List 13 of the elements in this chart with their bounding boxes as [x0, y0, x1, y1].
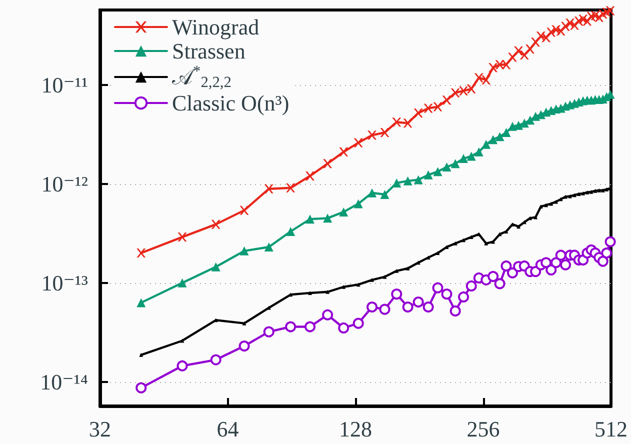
y-tick-label: 10⁻¹²	[41, 171, 88, 196]
x-tick-label: 128	[339, 416, 372, 442]
x-tick-label: 32	[89, 416, 111, 442]
legend-label: 𝒜*2,2,2	[172, 63, 232, 91]
legend-label: Classic O(n³)	[172, 90, 290, 116]
legend-label: Strassen	[172, 38, 246, 64]
y-tick-label: 10⁻¹¹	[41, 72, 88, 98]
x-tick-label: 512	[594, 416, 628, 442]
x-tick-label: 256	[466, 416, 500, 442]
y-tick-label: 10⁻¹⁴	[40, 369, 88, 394]
x-tick-label: 64	[216, 416, 239, 442]
y-tick-label: 10⁻¹³	[41, 270, 88, 296]
legend-label: Winograd	[172, 14, 260, 40]
